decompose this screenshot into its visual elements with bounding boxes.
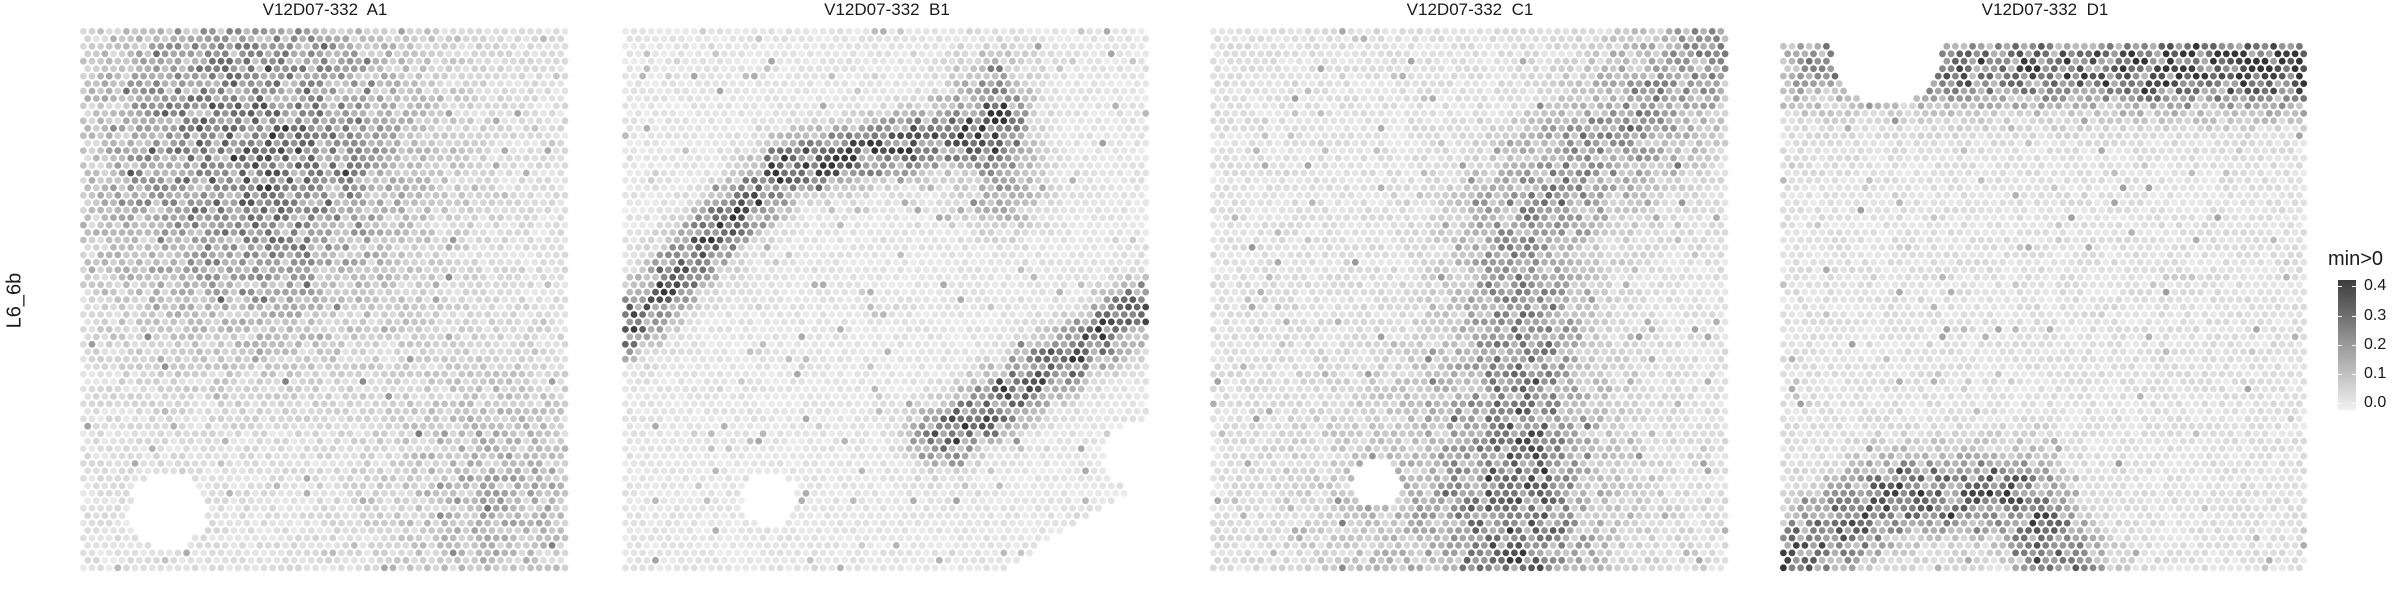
spatial-panel-d1 [1780,28,2310,576]
spot-grid [1210,28,1729,572]
legend-tick-label: 0.4 [2364,277,2387,294]
spot-map-c1 [1210,28,1729,572]
panel-title-c1: V12D07-332 C1 [1406,0,1534,19]
panel-title-a1: V12D07-332 A1 [262,0,388,19]
spot-grid [80,28,569,572]
spot-map-d1 [1780,42,2308,572]
legend-colorbar [2338,280,2356,410]
legend-tick-label: 0.0 [2364,394,2387,411]
legend-ticks: 0.4 0.3 0.2 0.1 0.0 [2338,277,2398,411]
panel-title-b1: V12D07-332 B1 [824,0,950,19]
legend-tick-label: 0.3 [2364,307,2387,324]
row-label: L6_6b [0,270,30,330]
spot-map-a1 [80,28,569,572]
panel-title-d1: V12D07-332 D1 [1981,0,2109,19]
legend-title: min>0 [2328,248,2384,270]
row-label-text: L6_6b [3,272,26,328]
spatial-panel-b1 [622,28,1152,576]
spatial-panel-c1 [1210,28,1730,576]
spot-grid [1780,42,2308,572]
spatial-panel-a1 [80,28,570,576]
legend-tick-label: 0.1 [2364,365,2387,382]
spot-grid [622,28,1150,572]
spot-map-b1 [622,28,1150,572]
color-legend: min>0 0.4 0.3 0.2 0.1 0.0 [2328,248,2386,411]
legend-tick-label: 0.2 [2364,336,2387,353]
